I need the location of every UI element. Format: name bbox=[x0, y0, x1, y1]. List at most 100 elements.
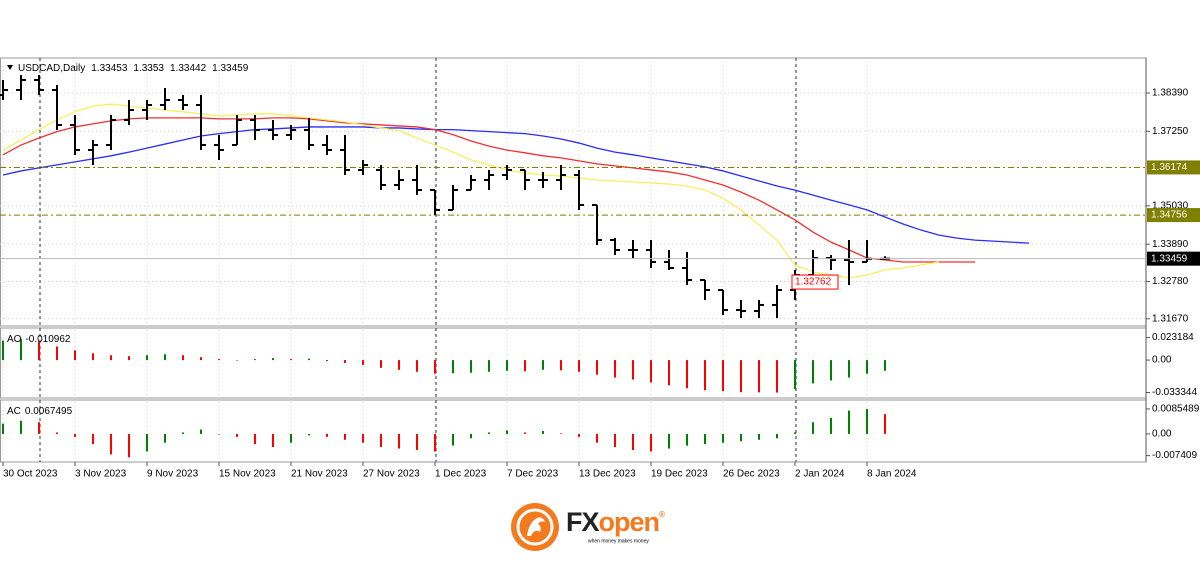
level-label-box bbox=[1147, 160, 1200, 175]
histogram-bar bbox=[524, 432, 526, 434]
x-tick-label: 21 Nov 2023 bbox=[291, 469, 348, 480]
y-tick-label: 0.00 bbox=[1152, 355, 1172, 366]
last-price-box bbox=[1147, 251, 1200, 266]
histogram-bar bbox=[362, 433, 364, 443]
y-tick-label: 1.31670 bbox=[1152, 313, 1189, 324]
histogram-bar bbox=[254, 359, 256, 361]
y-tick-label: 0.00 bbox=[1152, 429, 1172, 440]
histogram-bar bbox=[218, 359, 220, 361]
histogram-bar bbox=[794, 432, 796, 434]
histogram-bar bbox=[758, 360, 760, 393]
histogram-bar bbox=[416, 360, 418, 372]
header-open: 1.33453 bbox=[91, 63, 128, 74]
histogram-bar bbox=[146, 355, 148, 361]
histogram-bar bbox=[290, 359, 292, 361]
histogram-bar bbox=[596, 433, 598, 443]
logo-registered: ® bbox=[659, 510, 665, 519]
y-tick-label: 1.33890 bbox=[1152, 239, 1189, 250]
histogram-bar bbox=[128, 356, 130, 361]
logo: FXopen® when money makes money bbox=[511, 503, 666, 551]
histogram-bar bbox=[650, 433, 652, 452]
histogram-bar bbox=[668, 360, 670, 386]
histogram-bar bbox=[542, 431, 544, 434]
histogram-bar bbox=[668, 433, 670, 449]
y-tick-label: -0.007409 bbox=[1152, 450, 1197, 461]
chart-background bbox=[0, 52, 1200, 486]
level-label: 1.34756 bbox=[1151, 210, 1188, 221]
histogram-bar bbox=[884, 414, 886, 434]
histogram-bar bbox=[632, 433, 634, 451]
histogram-bar bbox=[326, 360, 328, 362]
histogram-bar bbox=[452, 433, 454, 446]
indicator-header: AO -0.010962 bbox=[7, 334, 71, 345]
x-tick-label: 8 Jan 2024 bbox=[867, 469, 917, 480]
histogram-bar bbox=[308, 433, 310, 436]
header-low: 1.33442 bbox=[170, 63, 207, 74]
histogram-bar bbox=[614, 433, 616, 448]
histogram-bar bbox=[254, 433, 256, 445]
logo-brand-1: FX bbox=[566, 507, 599, 537]
histogram-bar bbox=[812, 360, 814, 384]
histogram-bar bbox=[146, 433, 148, 452]
y-tick-label: 0.0085489 bbox=[1152, 404, 1200, 415]
histogram-bar bbox=[506, 430, 508, 434]
histogram-bar bbox=[704, 360, 706, 391]
histogram-bar bbox=[2, 340, 4, 361]
histogram-bar bbox=[236, 433, 238, 437]
histogram-bar bbox=[758, 433, 760, 440]
histogram-bar bbox=[20, 338, 22, 361]
histogram-bar bbox=[56, 432, 58, 434]
x-tick-label: 19 Dec 2023 bbox=[651, 469, 708, 480]
level-label: 1.36174 bbox=[1151, 162, 1188, 173]
histogram-bar bbox=[74, 350, 76, 361]
histogram-bar bbox=[560, 433, 562, 434]
level-label-box bbox=[1147, 208, 1200, 223]
header-arrow bbox=[7, 65, 13, 70]
histogram-bar bbox=[74, 433, 76, 437]
histogram-bar bbox=[344, 433, 346, 440]
histogram-bar bbox=[326, 433, 328, 437]
y-tick-label: 1.37250 bbox=[1152, 126, 1189, 137]
histogram-bar bbox=[38, 422, 40, 434]
histogram-bar bbox=[398, 360, 400, 370]
header-high: 1.3353 bbox=[133, 63, 164, 74]
histogram-bar bbox=[272, 433, 274, 448]
x-tick-label: 2 Jan 2024 bbox=[795, 469, 845, 480]
histogram-bar bbox=[38, 341, 40, 361]
x-tick-label: 7 Dec 2023 bbox=[507, 469, 559, 480]
logo-tagline: when money makes money bbox=[588, 538, 649, 544]
y-tick-label: 0.023184 bbox=[1152, 332, 1194, 343]
histogram-bar bbox=[434, 360, 436, 374]
histogram-bar bbox=[470, 433, 472, 439]
histogram-bar bbox=[866, 409, 868, 434]
histogram-bar bbox=[506, 360, 508, 371]
histogram-bar bbox=[578, 433, 580, 437]
indicator-value: 0.0067495 bbox=[25, 406, 73, 417]
x-tick-label: 3 Nov 2023 bbox=[75, 469, 127, 480]
histogram-bar bbox=[650, 360, 652, 383]
moving-average-line bbox=[2, 117, 975, 263]
logo-mark-ring bbox=[516, 508, 554, 546]
histogram-bar bbox=[830, 417, 832, 434]
histogram-bar bbox=[686, 433, 688, 446]
histogram-bar bbox=[128, 433, 130, 458]
histogram-bar bbox=[848, 410, 850, 434]
last-price-label: 1.33459 bbox=[1151, 253, 1188, 264]
histogram-bar bbox=[182, 355, 184, 361]
price-annotation-box bbox=[791, 274, 839, 290]
histogram-bar bbox=[686, 360, 688, 389]
histogram-bar bbox=[560, 360, 562, 371]
histogram-bar bbox=[2, 423, 4, 434]
histogram-bar bbox=[380, 360, 382, 368]
x-tick-label: 9 Nov 2023 bbox=[147, 469, 199, 480]
histogram-bar bbox=[614, 360, 616, 378]
histogram-bar bbox=[452, 360, 454, 374]
histogram-bar bbox=[848, 360, 850, 378]
histogram-bar bbox=[92, 433, 94, 445]
histogram-bar bbox=[200, 357, 202, 361]
histogram-bar bbox=[182, 432, 184, 434]
histogram-bar bbox=[218, 433, 220, 435]
moving-average-line bbox=[2, 103, 940, 279]
